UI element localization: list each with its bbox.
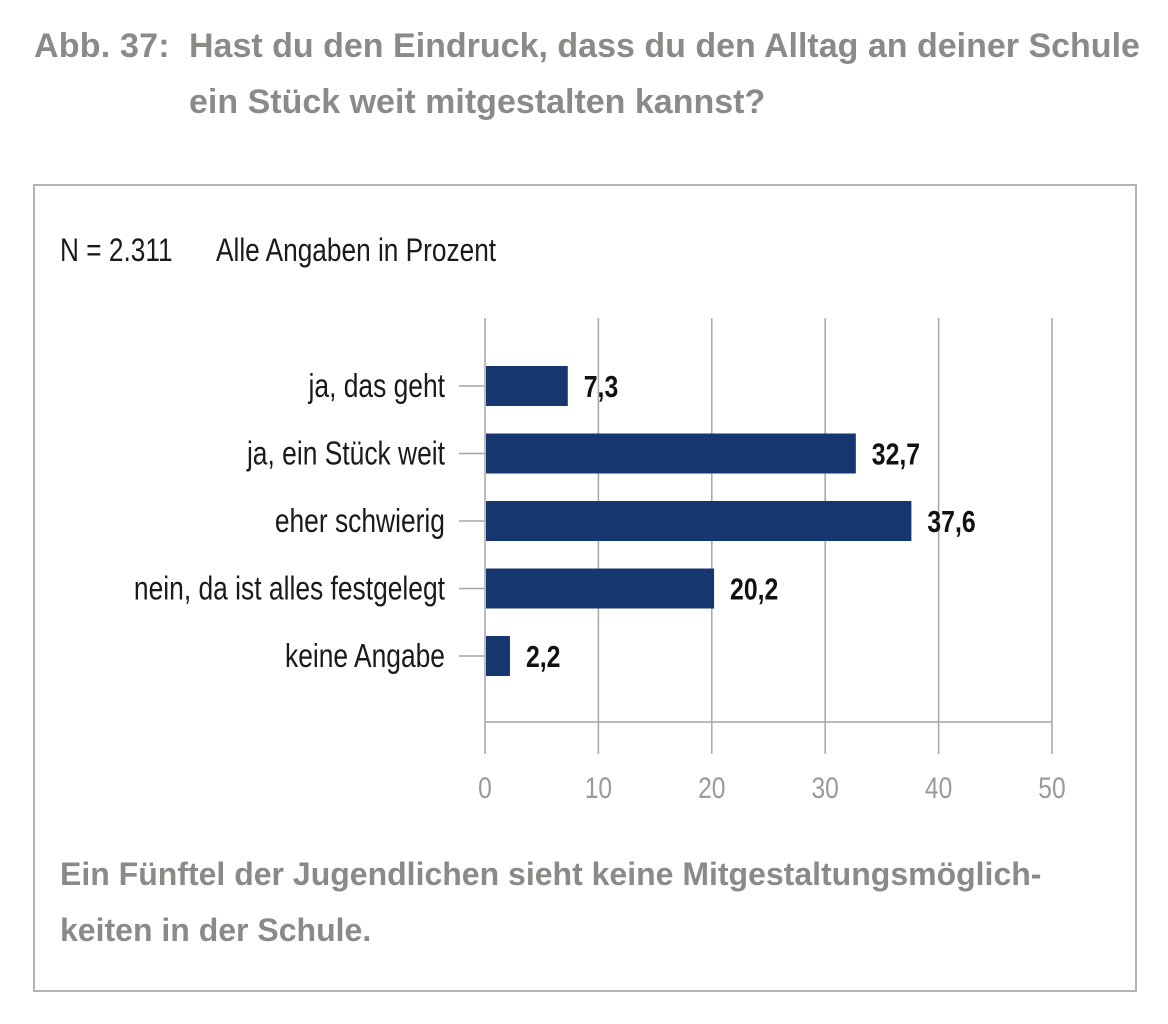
sample-size: N = 2.311 [60,232,173,268]
figure-title: Hast du den Eindruck, dass du den Alltag… [189,27,1140,121]
value-label-2: 37,6 [927,504,975,538]
value-label-1: 32,7 [872,437,920,471]
bar-0 [486,366,568,406]
category-label-2: eher schwierig [275,503,445,539]
bar-2 [486,501,912,541]
bar-1 [486,433,856,474]
x-tick-label-4: 40 [925,771,952,805]
unit-note: Alle Angaben in Prozent [216,232,497,268]
value-label-0: 7,3 [584,369,618,403]
value-label-4: 2,2 [526,639,560,673]
value-label-3: 20,2 [730,572,778,606]
x-tick-label-5: 50 [1038,771,1065,805]
chart-caption: Ein Fünftel der Jugendlichen sieht keine… [60,856,1042,948]
x-tick-label-2: 20 [698,771,725,805]
x-tick-label-0: 0 [478,771,492,805]
category-label-0: ja, das geht [308,368,446,404]
bar-4 [486,636,510,676]
x-tick-label-1: 10 [585,771,612,805]
category-label-4: keine Angabe [285,638,445,674]
figure-header: Abb. 37: Hast du den Eindruck, dass du d… [34,18,1144,128]
category-label-1: ja, ein Stück weit [246,436,446,472]
category-label-3: nein, da ist alles festgelegt [134,571,446,607]
x-tick-label-3: 30 [812,771,839,805]
chart-frame [33,184,1137,992]
figure-label: Abb. 37: [34,27,170,65]
bar-3 [486,568,715,609]
